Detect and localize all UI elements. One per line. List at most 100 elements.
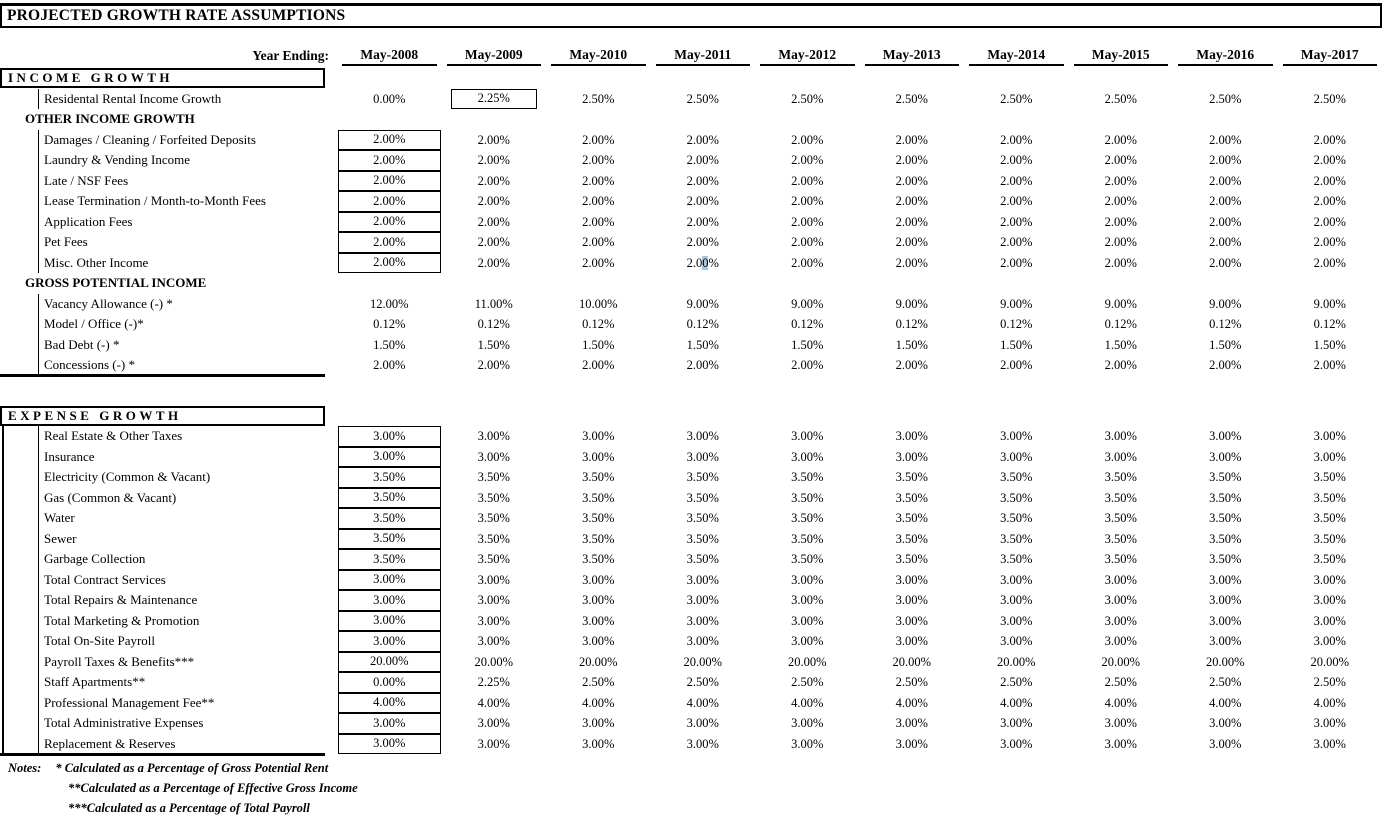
- value-text: 10.00%: [579, 297, 618, 311]
- value-cell: 2.00%: [651, 171, 756, 192]
- input-cell[interactable]: 2.00%: [338, 232, 441, 253]
- value-cell: 2.00%: [651, 355, 756, 376]
- value-cell: 3.00%: [755, 611, 860, 632]
- value-cell: 20.00%: [1278, 652, 1382, 673]
- value-text: 2.50%: [687, 92, 719, 106]
- input-cell[interactable]: 0.00%: [338, 672, 441, 693]
- value-text: 2.00%: [582, 153, 614, 167]
- value-cell: 3.50%: [546, 467, 651, 488]
- value-text: 3.00%: [1209, 737, 1241, 751]
- value-cell: 2.00%: [755, 355, 860, 376]
- table-row-concessions: Concessions (-) *2.00%2.00%2.00%2.00%2.0…: [0, 355, 1382, 376]
- input-cell[interactable]: 2.00%: [338, 130, 441, 151]
- value-text: 3.00%: [896, 429, 928, 443]
- value-cell: 2.00%: [337, 150, 442, 171]
- value-cell: 2.50%: [860, 89, 965, 110]
- value-cell: 2.00%: [546, 355, 651, 376]
- value-cell: 3.50%: [964, 467, 1069, 488]
- value-text: 2.50%: [1105, 92, 1137, 106]
- input-cell[interactable]: 3.00%: [338, 734, 441, 755]
- value-text: 3.00%: [1314, 737, 1346, 751]
- value-cell: 3.50%: [337, 549, 442, 570]
- value-cell: 0.12%: [1069, 314, 1174, 335]
- input-cell[interactable]: 4.00%: [338, 693, 441, 714]
- value-text: 2.00%: [1209, 133, 1241, 147]
- value-cell: 3.00%: [1278, 631, 1382, 652]
- value-cell: 4.00%: [860, 693, 965, 714]
- value-cell: 2.00%: [755, 253, 860, 274]
- value-cell: 2.00%: [755, 150, 860, 171]
- value-text: 0.12%: [1105, 317, 1137, 331]
- value-cell: 2.00%: [1173, 232, 1278, 253]
- row-label: Electricity (Common & Vacant): [38, 467, 337, 488]
- value-cell: 1.50%: [1173, 335, 1278, 356]
- value-cell: 3.00%: [651, 590, 756, 611]
- value-text: 1.50%: [1000, 338, 1032, 352]
- input-cell[interactable]: 2.25%: [451, 89, 538, 110]
- value-cell: 2.00%: [337, 253, 442, 274]
- input-cell[interactable]: 3.00%: [338, 447, 441, 468]
- value-text: 2.50%: [1209, 675, 1241, 689]
- value-cell: 2.50%: [651, 672, 756, 693]
- value-cell: 3.00%: [964, 611, 1069, 632]
- value-cell: 2.00%: [546, 232, 651, 253]
- row-label-cell: Vacancy Allowance (-) *: [0, 294, 337, 315]
- value-text: 3.50%: [1000, 532, 1032, 546]
- value-text: 2.00%: [1314, 358, 1346, 372]
- input-cell[interactable]: 3.00%: [338, 713, 441, 734]
- input-cell[interactable]: 3.00%: [338, 426, 441, 447]
- input-cell[interactable]: 20.00%: [338, 652, 441, 673]
- value-cell: 2.00%: [337, 232, 442, 253]
- row-label-cell: Residental Rental Income Growth: [0, 89, 337, 110]
- value-cell: 3.50%: [442, 549, 547, 570]
- value-text: 2.00%: [582, 174, 614, 188]
- input-cell[interactable]: 3.00%: [338, 631, 441, 652]
- input-cell[interactable]: 2.00%: [338, 150, 441, 171]
- value-cell: 1.50%: [755, 335, 860, 356]
- value-cell: 3.00%: [442, 426, 547, 447]
- value-text: 3.00%: [1314, 634, 1346, 648]
- input-cell[interactable]: 3.50%: [338, 508, 441, 529]
- value-cell: 1.50%: [1278, 335, 1382, 356]
- value-text: 4.00%: [687, 696, 719, 710]
- value-text: 3.00%: [896, 634, 928, 648]
- row-label: Misc. Other Income: [38, 253, 337, 274]
- value-text: 2.00%: [1105, 133, 1137, 147]
- value-cell: 2.00%: [442, 253, 547, 274]
- selection-highlight: 0: [702, 256, 708, 270]
- input-cell[interactable]: 3.50%: [338, 467, 441, 488]
- input-cell[interactable]: 3.50%: [338, 529, 441, 550]
- value-cell: 3.00%: [1173, 426, 1278, 447]
- input-cell[interactable]: 2.00%: [338, 171, 441, 192]
- value-text: 4.00%: [582, 696, 614, 710]
- input-cell[interactable]: 2.00%: [338, 253, 441, 274]
- value-cell: 20.00%: [1069, 652, 1174, 673]
- value-cell: 3.00%: [337, 426, 442, 447]
- value-cell: 2.00%: [755, 232, 860, 253]
- row-label-cell: Pet Fees: [0, 232, 337, 253]
- input-cell[interactable]: 3.00%: [338, 570, 441, 591]
- value-cell: 2.00%: [442, 191, 547, 212]
- input-cell[interactable]: 3.50%: [338, 488, 441, 509]
- value-cell: 3.00%: [1173, 590, 1278, 611]
- row-label-cell: Total On-Site Payroll: [0, 631, 337, 652]
- input-cell[interactable]: 2.00%: [338, 212, 441, 233]
- value-text: 2.00%: [1105, 153, 1137, 167]
- input-cell[interactable]: 3.50%: [338, 549, 441, 570]
- value-cell: 2.00%: [442, 150, 547, 171]
- input-cell[interactable]: 3.00%: [338, 590, 441, 611]
- value-cell: 3.50%: [964, 549, 1069, 570]
- value-text: 2.00%: [791, 235, 823, 249]
- value-cell: 2.00%: [964, 253, 1069, 274]
- value-text: 2.00%: [896, 256, 928, 270]
- table-row-model-office: Model / Office (-)*0.12%0.12%0.12%0.12%0…: [0, 314, 1382, 335]
- input-cell[interactable]: 3.00%: [338, 611, 441, 632]
- value-text: 2.00%: [896, 215, 928, 229]
- input-cell[interactable]: 2.00%: [338, 191, 441, 212]
- value-text: 2.00%: [582, 256, 614, 270]
- value-cell: 4.00%: [1278, 693, 1382, 714]
- value-text: 3.50%: [791, 491, 823, 505]
- value-text: 3.00%: [1000, 716, 1032, 730]
